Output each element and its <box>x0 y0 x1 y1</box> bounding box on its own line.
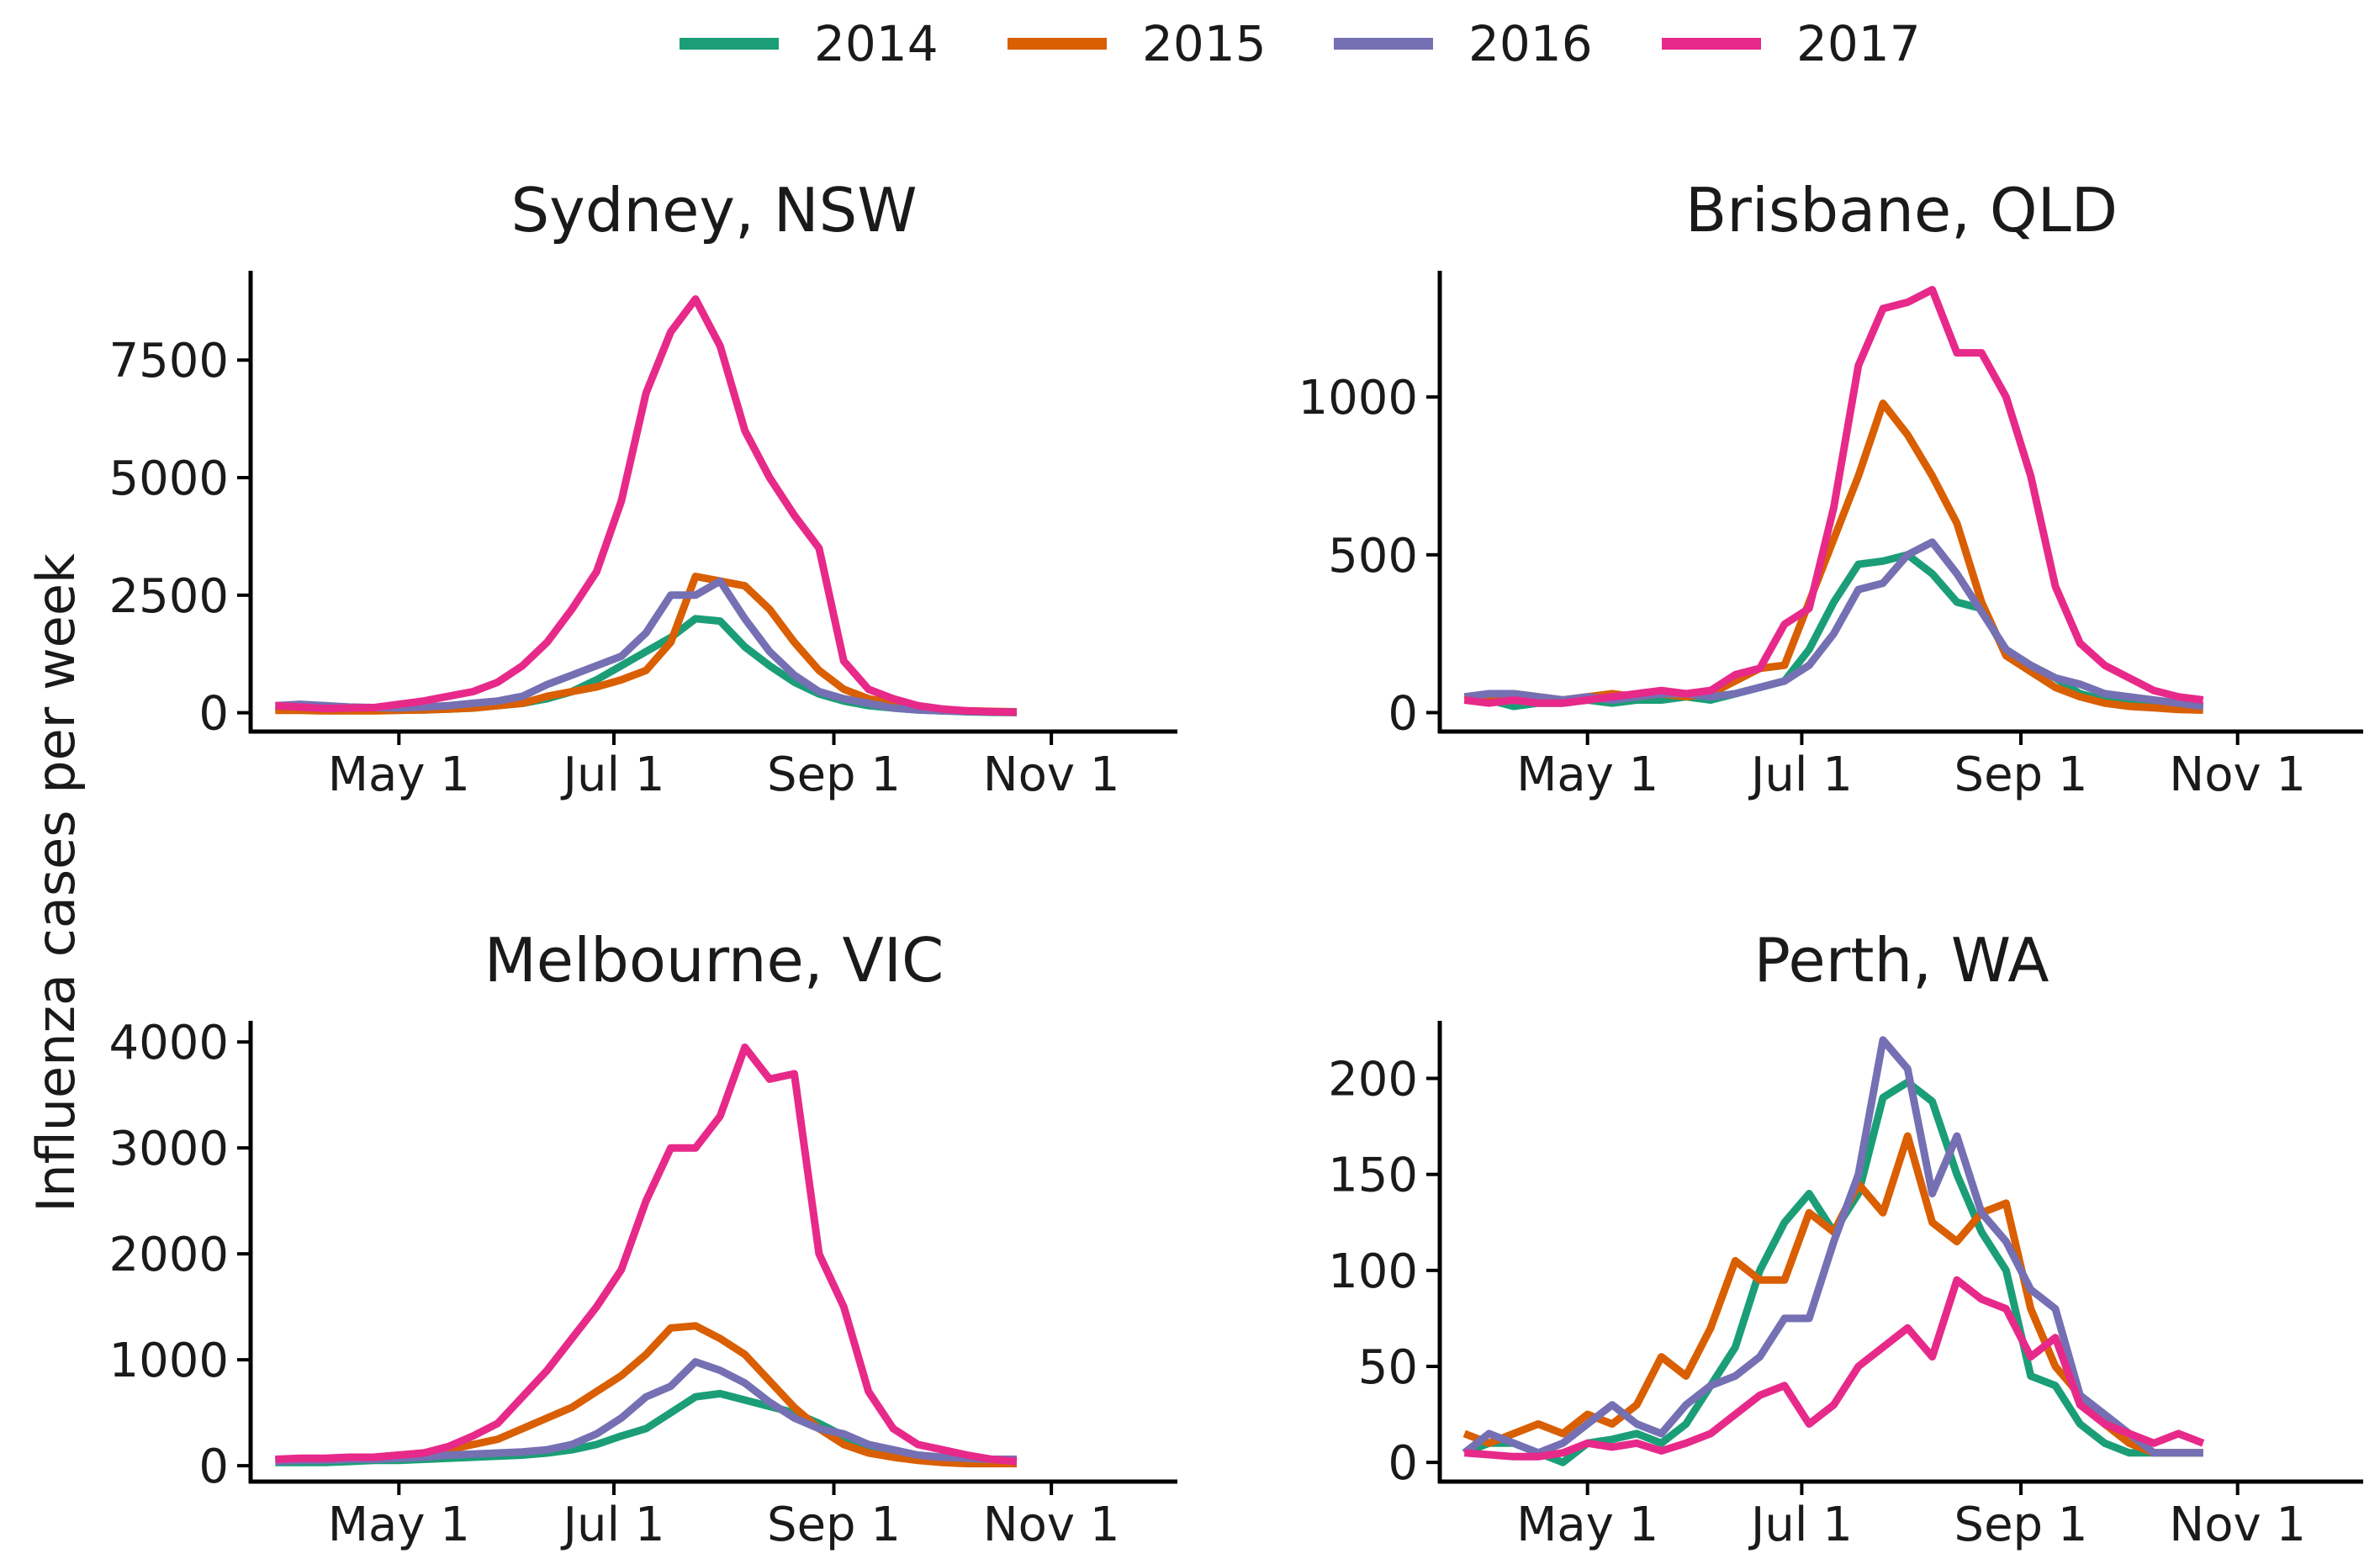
x-tick-label-brisbane-qld: Sep 1 <box>1954 748 2088 802</box>
series-line-brisbane-qld-2017 <box>1463 286 2204 707</box>
series-line-melbourne-vic-2016 <box>275 1358 1017 1466</box>
panel-sydney-nsw: Sydney, NSW 0 2500 5000 7500 May 1 Jul 1 Sep 1 N… <box>108 175 1177 802</box>
y-tick-label-sydney-nsw: 0 <box>198 687 229 742</box>
panel-brisbane-qld: Brisbane, QLD 0 500 1000 May 1 Jul 1 Sep 1 Nov … <box>1298 175 2363 802</box>
x-tick-label-melbourne-vic: Jul 1 <box>560 1498 664 1552</box>
y-tick-label-brisbane-qld: 1000 <box>1298 371 1418 425</box>
y-tick-label-perth-wa: 200 <box>1328 1053 1418 1107</box>
y-tick-label-perth-wa: 0 <box>1388 1436 1418 1491</box>
x-tick-label-melbourne-vic: Nov 1 <box>983 1498 1120 1552</box>
x-tick-label-brisbane-qld: Jul 1 <box>1748 748 1853 802</box>
y-tick-label-perth-wa: 100 <box>1328 1244 1418 1299</box>
legend-label-2016: 2016 <box>1468 15 1593 72</box>
panel-title-perth-wa: Perth, WA <box>1754 925 2049 996</box>
panel-perth-wa: Perth, WA 0 50 100 150 200 May 1 Jul 1 Sep 1 Nov … <box>1328 925 2363 1552</box>
x-tick-label-brisbane-qld: Nov 1 <box>2169 748 2306 802</box>
y-tick-label-sydney-nsw: 7500 <box>108 334 229 388</box>
series-line-perth-wa-2016 <box>1462 1036 2203 1457</box>
y-tick-label-brisbane-qld: 500 <box>1328 529 1418 584</box>
y-tick-label-sydney-nsw: 5000 <box>108 452 229 506</box>
x-tick-label-perth-wa: Jul 1 <box>1748 1498 1853 1552</box>
x-tick-label-perth-wa: Sep 1 <box>1954 1498 2088 1552</box>
series-line-sydney-nsw-2015 <box>275 573 1018 716</box>
legend-label-2017: 2017 <box>1796 15 1921 72</box>
y-axis-label: Influenza cases per week <box>25 553 87 1213</box>
legend-label-2015: 2015 <box>1142 15 1267 72</box>
x-tick-label-perth-wa: May 1 <box>1516 1498 1658 1552</box>
x-tick-label-melbourne-vic: May 1 <box>328 1498 470 1552</box>
x-tick-label-sydney-nsw: Jul 1 <box>560 748 664 802</box>
y-tick-label-melbourne-vic: 2000 <box>108 1228 229 1282</box>
y-tick-label-melbourne-vic: 0 <box>198 1440 229 1494</box>
x-tick-label-melbourne-vic: Sep 1 <box>767 1498 901 1552</box>
legend: 2014 2015 2016 2017 <box>680 15 1921 72</box>
y-tick-label-perth-wa: 50 <box>1358 1340 1418 1395</box>
series-line-sydney-nsw-2017 <box>275 295 1018 716</box>
panel-title-melbourne-vic: Melbourne, VIC <box>484 925 944 996</box>
legend-label-2014: 2014 <box>814 15 939 72</box>
y-tick-label-melbourne-vic: 3000 <box>108 1122 229 1176</box>
series-line-brisbane-qld-2015 <box>1463 399 2203 714</box>
x-tick-label-perth-wa: Nov 1 <box>2169 1498 2306 1552</box>
y-tick-label-brisbane-qld: 0 <box>1388 686 1418 741</box>
panel-title-sydney-nsw: Sydney, NSW <box>510 175 917 246</box>
panel-melbourne-vic: Melbourne, VIC 0 1000 2000 3000 4000 May 1 Jul … <box>108 925 1177 1552</box>
panel-title-brisbane-qld: Brisbane, QLD <box>1685 175 2118 246</box>
series-line-sydney-nsw-2016 <box>275 577 1018 716</box>
series-line-melbourne-vic-2017 <box>275 1044 1018 1466</box>
y-tick-label-melbourne-vic: 1000 <box>108 1334 229 1388</box>
series-line-brisbane-qld-2016 <box>1463 538 2204 711</box>
x-tick-label-sydney-nsw: Nov 1 <box>983 748 1120 802</box>
x-tick-label-sydney-nsw: May 1 <box>328 748 470 802</box>
y-tick-label-melbourne-vic: 4000 <box>108 1016 229 1070</box>
series-line-perth-wa-2017 <box>1463 1276 2205 1461</box>
y-tick-label-sydney-nsw: 2500 <box>108 569 229 624</box>
x-tick-label-brisbane-qld: May 1 <box>1516 748 1658 802</box>
x-tick-label-sydney-nsw: Sep 1 <box>767 748 901 802</box>
y-tick-label-perth-wa: 150 <box>1328 1149 1418 1203</box>
